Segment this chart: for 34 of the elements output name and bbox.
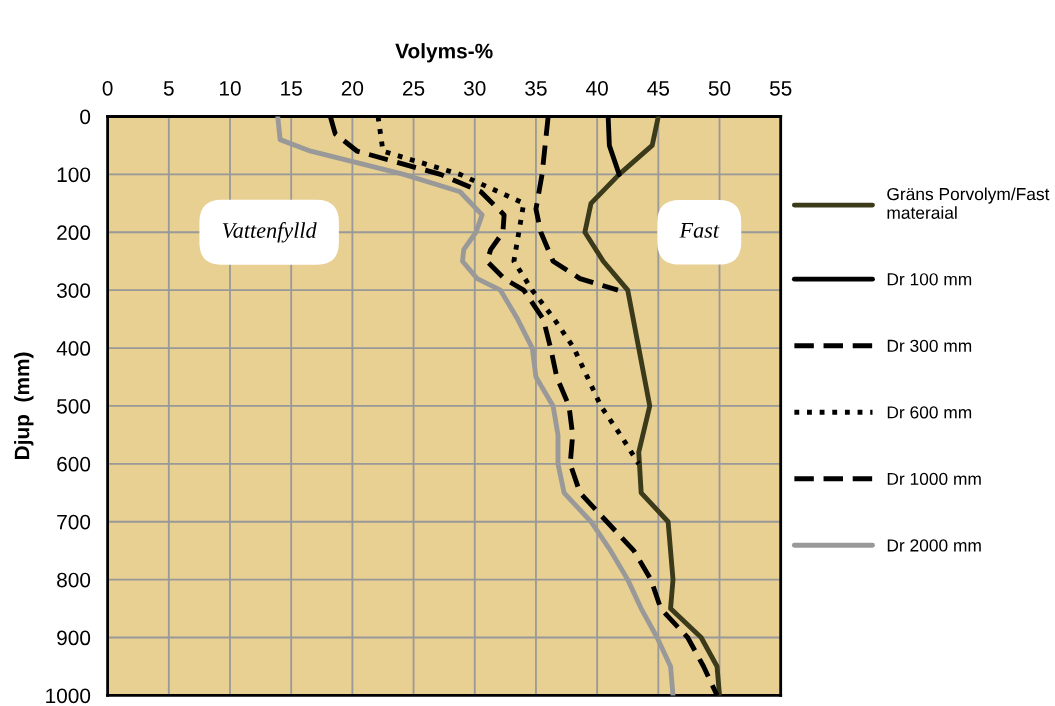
- y-tick-label: 500: [57, 398, 91, 414]
- x-tick-label: 35: [525, 80, 547, 96]
- y-tick-label: 700: [57, 514, 91, 530]
- legend-label: Dr 300 mm: [887, 339, 972, 352]
- x-axis-title: Volyms-%: [395, 43, 493, 63]
- legend-label: Dr 2000 mm: [887, 539, 981, 552]
- y-tick-label: 200: [57, 225, 91, 241]
- line-series: [582, 116, 722, 696]
- x-tick-label: 0: [102, 80, 113, 96]
- x-tick-label: 5: [163, 81, 174, 96]
- y-tick-label: 1000: [46, 688, 91, 704]
- x-tick-label: 15: [281, 81, 302, 96]
- x-tick-label: 10: [219, 80, 241, 96]
- x-tick-label: 50: [708, 80, 731, 96]
- legend-label: Gräns Porvolym/Fast materaial: [887, 187, 1050, 219]
- legend-label: Dr 600 mm: [887, 406, 972, 419]
- y-tick-label: 600: [57, 456, 91, 472]
- x-tick-label: 45: [647, 81, 670, 96]
- x-tick-label: 25: [403, 80, 425, 96]
- legend-label: Dr 1000 mm: [887, 472, 981, 486]
- y-axis-title: Djup (mm): [14, 352, 34, 459]
- x-tick-label: 40: [586, 80, 608, 96]
- y-tick-label: 100: [57, 167, 91, 183]
- legend-label: Dr 100 mm: [887, 273, 972, 286]
- annotation: Vattenfylld: [222, 222, 317, 243]
- y-tick-label: 300: [56, 283, 91, 298]
- y-tick-label: 800: [57, 572, 91, 588]
- x-tick-label: 55: [769, 81, 792, 96]
- x-tick-label: 20: [341, 80, 364, 96]
- y-tick-label: 400: [56, 341, 91, 356]
- x-tick-label: 30: [463, 80, 486, 96]
- annotation: Fast: [679, 223, 720, 238]
- y-tick-label: 900: [57, 630, 91, 646]
- y-tick-label: 0: [80, 109, 91, 125]
